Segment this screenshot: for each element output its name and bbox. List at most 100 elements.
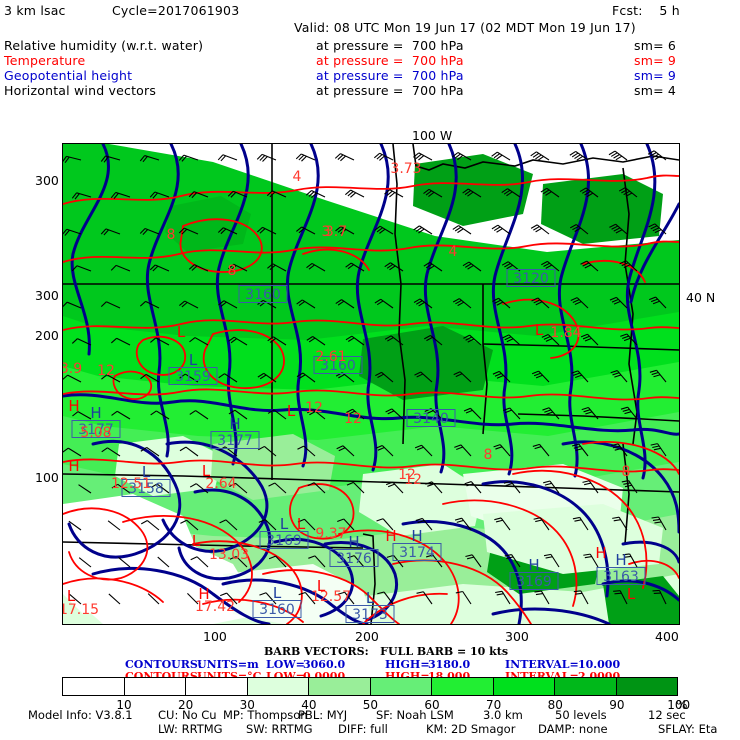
wind-barb-flag (178, 154, 185, 161)
wind-barb-flag (506, 264, 513, 270)
wind-barb-flag (533, 226, 540, 231)
colorbar-tick-90: 90 (609, 698, 625, 712)
wind-barb-flag (413, 152, 420, 158)
wind-barb-flag (345, 189, 352, 196)
wind-barb-flag (612, 445, 620, 449)
wind-barb-flag (152, 265, 159, 272)
wind-barb-flag (335, 226, 342, 232)
wind-barb-flag (465, 409, 473, 414)
height-extremum-l-3: L (142, 463, 151, 481)
wind-barb-flag (336, 445, 344, 450)
model-info-item2-2: DIFF: full (338, 722, 388, 736)
y-tick-label-100: 100 (35, 470, 59, 485)
wind-barb-flag (652, 153, 659, 159)
height-extremum-h-1: H (90, 404, 101, 422)
temp-contour-label-4: 8 (228, 263, 237, 279)
model-resolution-label: 3 km lsac (4, 3, 66, 18)
field-level-1: at pressure = 700 hPa (316, 53, 464, 68)
wind-barb-flag (613, 300, 621, 305)
forecast-map[interactable]: 3160 3120 3160 3140 3159 3177 3177 3158 3169 3176… (62, 143, 680, 625)
temp-contour-label-23: 9.37 (315, 526, 346, 542)
wind-barb-flag (425, 190, 432, 196)
wind-barb-flag (149, 191, 156, 198)
height-contour-label-13-box (252, 600, 302, 618)
height-extremum-h-8: H (615, 551, 626, 569)
wind-barb-flag (71, 338, 78, 344)
wind-barb-flag (306, 336, 313, 341)
wind-barb-flag (268, 555, 276, 560)
wind-barb-flag (337, 227, 344, 233)
wind-barb-flag (190, 556, 198, 561)
wind-barb-flag (584, 556, 592, 559)
wind-barb-flag (534, 446, 542, 450)
wind-barb (462, 591, 472, 605)
wind-barb-flag (376, 154, 383, 160)
wind-barb (157, 556, 170, 568)
wind-barb-flag (308, 191, 315, 197)
temp-extremum-l-4: L (297, 515, 306, 533)
wind-barb-flag (345, 262, 352, 268)
wind-barb (314, 555, 326, 568)
wind-barb-flag (259, 155, 266, 161)
model-info-item-2: MP: Thompson (223, 708, 308, 722)
wind-barb-flag (582, 480, 590, 483)
wind-barb-flag (545, 338, 553, 342)
wind-barb-flag (142, 229, 149, 235)
colorbar-segment-8 (555, 678, 617, 695)
forecast-hour-label: Fcst: 5 h (612, 3, 680, 18)
model-info-item-7: 12 sec (648, 708, 686, 722)
wind-barb (275, 555, 287, 568)
wind-barb (303, 445, 316, 457)
wind-barb-flag (571, 152, 579, 158)
colorbar-segment-2 (186, 678, 248, 695)
map-right-latitude-label: 40 N (686, 290, 716, 305)
wind-barb-flag (259, 592, 267, 596)
wind-barb (353, 482, 365, 494)
wind-barb-flag (572, 516, 580, 520)
x-tick-label-200: 200 (355, 629, 379, 644)
wind-barb-flag (464, 190, 472, 196)
wind-barb-flag (191, 265, 198, 271)
wind-barb-flag (545, 556, 553, 559)
temp-extremum-l-7: L (317, 577, 326, 595)
wind-barb-flag (611, 225, 619, 230)
wind-barb-flag (504, 336, 512, 341)
wind-barb-flag (491, 151, 498, 157)
wind-barb-flag (530, 151, 537, 157)
wind-barb-flag (269, 337, 277, 343)
wind-barb-flag (181, 228, 188, 235)
wind-barb-flag (502, 334, 510, 339)
colorbar-segment-6 (432, 678, 494, 695)
wind-barb-flag (414, 371, 422, 376)
wind-barb-flag (545, 264, 553, 269)
wind-barb-flag (652, 227, 660, 232)
wind-barb (195, 410, 209, 420)
wind-barb (115, 264, 131, 272)
height-extremum-h-0: H (229, 415, 240, 433)
wind-barb-flag (537, 156, 544, 161)
wind-barb-flag (350, 192, 357, 198)
wind-barb-flag (306, 409, 314, 414)
wind-barb-flag (71, 192, 78, 199)
wind-barb-flag (533, 517, 541, 520)
wind-barb-flag (417, 520, 425, 524)
wind-barb-flag (493, 444, 501, 448)
wind-barb (146, 446, 160, 457)
valid-time-label: Valid: 08 UTC Mon 19 Jun 17 (02 MDT Mon … (294, 20, 636, 35)
wind-barb (156, 483, 170, 494)
height-contour-label-0: 3160 (245, 287, 281, 303)
wind-barb-flag (110, 264, 117, 271)
temp-contour-label-17: 17.42 (195, 599, 235, 615)
relative-humidity-colorbar[interactable] (62, 677, 678, 696)
model-info-item-6: 50 levels (555, 708, 607, 722)
model-info-item2-4: DAMP: none (538, 722, 608, 736)
model-info-item2-5: SFLAY: Eta (658, 722, 718, 736)
wind-barb-flag (574, 154, 581, 159)
model-info-item-5: 3.0 km (483, 708, 523, 722)
field-level-0: at pressure = 700 hPa (316, 38, 464, 53)
wind-barb-flag (650, 225, 658, 230)
wind-barb-flag (457, 301, 465, 307)
wind-barb-flag (337, 518, 345, 522)
wind-barb-flag (623, 337, 631, 342)
wind-barb-flag (413, 225, 420, 231)
